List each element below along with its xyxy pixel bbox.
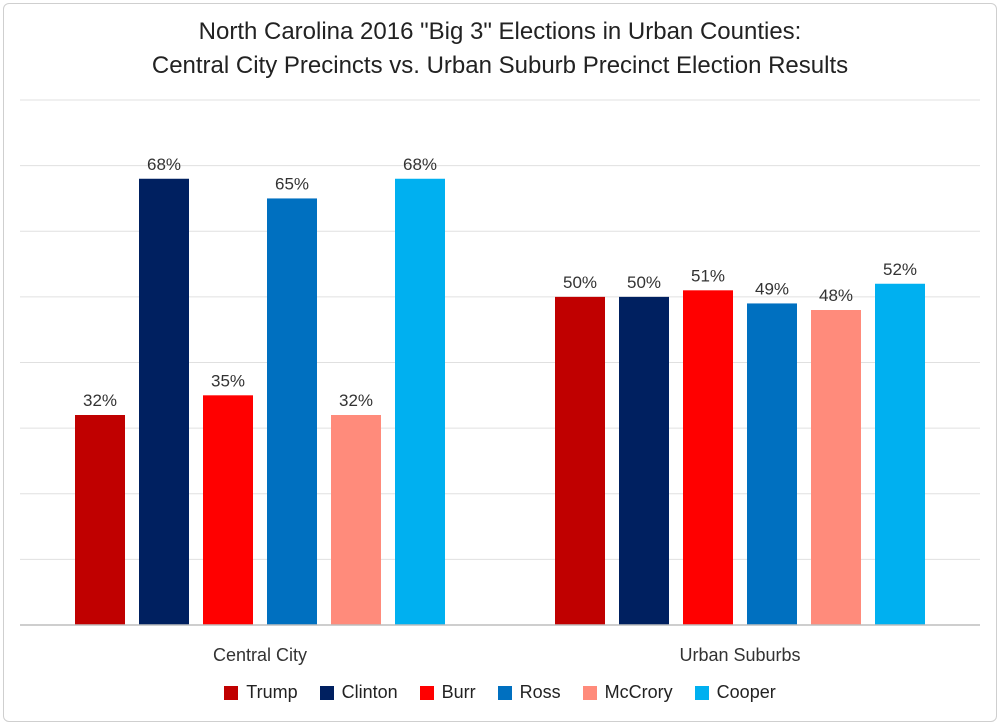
data-label: 50% [627, 273, 661, 292]
legend-label: Cooper [716, 682, 776, 702]
bar-clinton-urban-suburbs [619, 296, 669, 625]
data-label: 49% [755, 279, 789, 298]
legend-item-ross: Ross [497, 682, 561, 703]
legend-item-clinton: Clinton [319, 682, 398, 703]
data-label: 50% [563, 273, 597, 292]
data-label: 32% [83, 391, 117, 410]
legend-label: Clinton [341, 682, 398, 702]
chart-title-line-1: North Carolina 2016 "Big 3" Elections in… [198, 18, 802, 45]
data-label: 32% [339, 391, 373, 410]
legend-swatch [582, 685, 597, 700]
legend-item-trump: Trump [224, 682, 298, 703]
data-label: 35% [211, 371, 245, 390]
data-label: 51% [691, 266, 725, 285]
bar-mccrory-central-city [331, 415, 381, 625]
legend-item-mccrory: McCrory [582, 682, 673, 703]
legend-item-cooper: Cooper [694, 682, 776, 703]
legend-label: Trump [246, 682, 298, 702]
category-label: Urban Suburbs [679, 645, 800, 665]
legend-label: Ross [519, 682, 561, 702]
bar-clinton-central-city [139, 178, 189, 625]
chart-legend: Trump Clinton Burr Ross McCrory Cooper [0, 682, 1000, 703]
data-label: 68% [403, 155, 437, 174]
legend-swatch [419, 685, 434, 700]
legend-swatch [497, 685, 512, 700]
chart-title-line-2: Central City Precincts vs. Urban Suburb … [151, 52, 849, 79]
bar-ross-urban-suburbs [747, 303, 797, 625]
legend-swatch [319, 685, 334, 700]
legend-swatch [694, 685, 709, 700]
data-label: 68% [147, 155, 181, 174]
bar-mccrory-urban-suburbs [811, 310, 861, 625]
category-label: Central City [213, 645, 307, 665]
bar-cooper-urban-suburbs [875, 283, 925, 625]
legend-label: Burr [441, 682, 476, 702]
legend-item-burr: Burr [419, 682, 476, 703]
data-label: 52% [883, 260, 917, 279]
bar-burr-urban-suburbs [683, 290, 733, 625]
data-label: 65% [275, 174, 309, 193]
bar-burr-central-city [203, 395, 253, 625]
bar-trump-urban-suburbs [555, 296, 605, 625]
bar-ross-central-city [267, 198, 317, 625]
legend-swatch [224, 685, 239, 700]
bar-trump-central-city [75, 415, 125, 625]
legend-label: McCrory [604, 682, 673, 702]
data-label: 48% [819, 286, 853, 305]
bar-cooper-central-city [395, 178, 445, 625]
